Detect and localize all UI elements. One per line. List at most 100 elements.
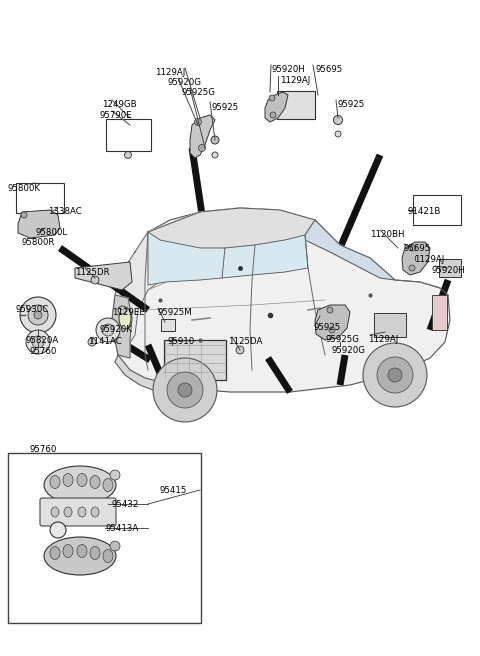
Ellipse shape	[119, 307, 131, 329]
Text: 1125DR: 1125DR	[75, 268, 109, 277]
Bar	[106, 119, 151, 151]
Text: 1120BH: 1120BH	[370, 230, 405, 239]
Bar	[8, 453, 201, 623]
Circle shape	[329, 327, 335, 333]
Ellipse shape	[103, 550, 113, 562]
FancyBboxPatch shape	[40, 498, 116, 526]
Text: 95920K: 95920K	[100, 325, 133, 334]
Text: 95925: 95925	[338, 100, 365, 109]
Text: 95695: 95695	[315, 65, 342, 74]
Ellipse shape	[50, 546, 60, 560]
Text: 1125DA: 1125DA	[228, 337, 263, 346]
Ellipse shape	[64, 507, 72, 517]
Text: 95920G: 95920G	[168, 78, 202, 87]
Ellipse shape	[51, 507, 59, 517]
Text: 95413A: 95413A	[105, 524, 138, 533]
Circle shape	[20, 297, 56, 333]
Text: 95920H: 95920H	[432, 266, 466, 275]
Ellipse shape	[50, 476, 60, 489]
Circle shape	[212, 152, 218, 158]
Circle shape	[88, 338, 96, 346]
Text: 1141AC: 1141AC	[88, 337, 122, 346]
Circle shape	[335, 131, 341, 137]
Text: 1249GB: 1249GB	[102, 100, 137, 109]
Ellipse shape	[44, 466, 116, 504]
Text: 95415: 95415	[160, 486, 187, 495]
Circle shape	[28, 305, 48, 325]
Text: 95760: 95760	[30, 445, 58, 454]
Circle shape	[167, 372, 203, 408]
Text: 95432: 95432	[112, 500, 139, 509]
Circle shape	[178, 383, 192, 397]
Bar	[374, 313, 406, 337]
Text: 1129AJ: 1129AJ	[368, 335, 398, 344]
Circle shape	[32, 336, 44, 348]
Circle shape	[270, 112, 276, 118]
Ellipse shape	[103, 478, 113, 491]
Circle shape	[388, 368, 402, 382]
Ellipse shape	[77, 544, 87, 558]
Polygon shape	[148, 232, 225, 285]
Text: 1129AJ: 1129AJ	[414, 255, 444, 264]
Text: 95800K: 95800K	[8, 184, 41, 193]
Text: 95920H: 95920H	[271, 65, 305, 74]
Circle shape	[334, 115, 343, 125]
Ellipse shape	[78, 507, 86, 517]
Circle shape	[211, 136, 219, 144]
Text: 95925G: 95925G	[325, 335, 359, 344]
Polygon shape	[112, 295, 132, 358]
Polygon shape	[265, 92, 288, 122]
Ellipse shape	[91, 507, 99, 517]
Circle shape	[327, 307, 333, 313]
Polygon shape	[222, 235, 308, 278]
Circle shape	[34, 311, 42, 319]
Text: 95925: 95925	[313, 323, 340, 332]
Bar	[439, 259, 461, 277]
Polygon shape	[18, 210, 60, 238]
Text: 95800R: 95800R	[22, 238, 55, 247]
Polygon shape	[75, 262, 132, 290]
Circle shape	[91, 276, 99, 284]
Circle shape	[96, 318, 120, 342]
Circle shape	[236, 346, 244, 354]
Circle shape	[26, 330, 50, 354]
Circle shape	[102, 324, 114, 336]
Ellipse shape	[77, 474, 87, 487]
Text: 95920G: 95920G	[332, 346, 366, 355]
Polygon shape	[402, 242, 430, 275]
Bar	[277, 91, 315, 119]
Text: 95930C: 95930C	[16, 305, 49, 314]
Text: 95925M: 95925M	[157, 308, 192, 317]
Circle shape	[110, 470, 120, 480]
Text: 95820A: 95820A	[26, 336, 59, 345]
Bar	[161, 319, 175, 331]
Polygon shape	[112, 208, 450, 392]
Circle shape	[110, 541, 120, 551]
Circle shape	[153, 358, 217, 422]
Text: 95760: 95760	[30, 347, 58, 356]
Circle shape	[363, 343, 427, 407]
Polygon shape	[148, 208, 315, 248]
Ellipse shape	[63, 544, 73, 558]
Bar	[413, 195, 461, 225]
Text: 95910: 95910	[168, 337, 195, 346]
Circle shape	[410, 245, 416, 251]
Polygon shape	[115, 355, 165, 392]
Polygon shape	[148, 208, 280, 270]
Circle shape	[194, 119, 202, 125]
Text: 1338AC: 1338AC	[48, 207, 82, 216]
Circle shape	[269, 95, 275, 101]
Circle shape	[118, 306, 126, 314]
Text: 1129AJ: 1129AJ	[155, 68, 185, 77]
Bar	[16, 183, 64, 213]
Circle shape	[21, 212, 27, 218]
Text: 95925: 95925	[212, 103, 239, 112]
Bar	[164, 340, 226, 380]
Bar	[432, 295, 447, 330]
Polygon shape	[315, 305, 350, 340]
Circle shape	[50, 522, 66, 538]
Text: 91421B: 91421B	[408, 207, 442, 216]
Circle shape	[124, 152, 132, 159]
Circle shape	[199, 144, 205, 152]
Ellipse shape	[90, 546, 100, 560]
